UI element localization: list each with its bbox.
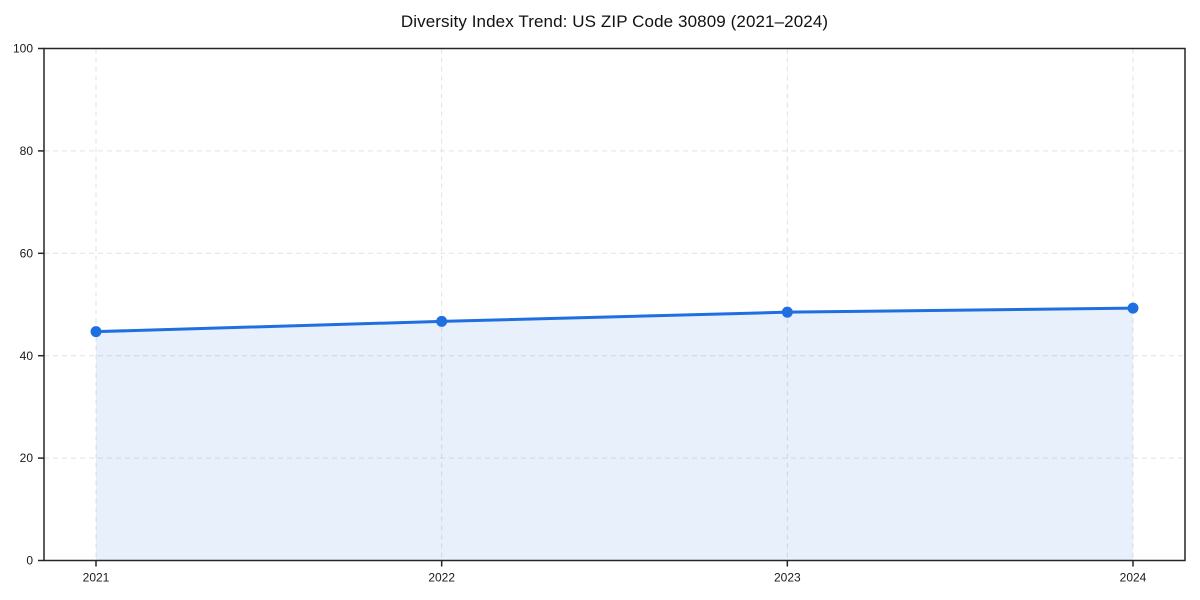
x-axis-labels: 2021 2022 2023 2024: [83, 571, 1147, 585]
data-points: [90, 302, 1139, 338]
x-axis-label: 2021: [83, 571, 110, 585]
y-axis-label: 100: [13, 42, 33, 56]
y-axis-label: 80: [20, 144, 34, 158]
data-point: [781, 306, 793, 318]
x-axis-label: 2023: [774, 571, 801, 585]
y-axis-labels: 0 20 40 60 80 100: [13, 42, 33, 568]
data-point: [1127, 302, 1139, 314]
x-axis-label: 2024: [1120, 571, 1147, 585]
data-point: [436, 315, 448, 327]
y-axis-label: 40: [20, 349, 34, 363]
plot-border: [43, 47, 1186, 562]
trend-line: [94, 306, 1135, 334]
y-axis-label: 60: [20, 246, 34, 260]
axis-ticks: [38, 47, 1134, 567]
data-point: [90, 326, 102, 338]
y-axis-label: 20: [20, 451, 34, 465]
area-fill: [96, 308, 1133, 561]
y-axis-label: 0: [26, 554, 33, 568]
x-axis-label: 2022: [428, 571, 455, 585]
